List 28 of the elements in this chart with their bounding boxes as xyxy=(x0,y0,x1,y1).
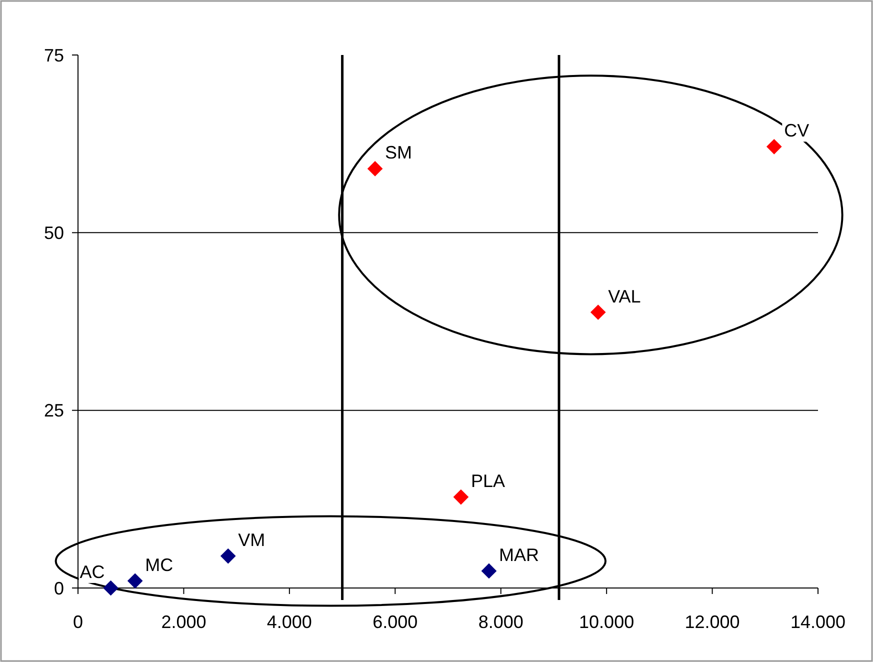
x-tick-label: 0 xyxy=(72,612,84,632)
annotation: SM xyxy=(385,142,412,163)
annotation: PLA xyxy=(470,471,505,492)
annotation: VAL xyxy=(608,286,641,306)
point xyxy=(220,548,236,564)
y-tick-label: 50 xyxy=(44,222,64,243)
x-tick-label: 4.000 xyxy=(266,612,312,632)
point xyxy=(766,139,782,154)
point xyxy=(367,161,383,176)
annotation: MAR xyxy=(498,544,539,565)
point xyxy=(127,573,143,589)
point xyxy=(481,563,497,579)
annotation: VM xyxy=(238,530,266,550)
x-tick-label: 6.000 xyxy=(372,612,418,632)
x-tick-label: 2.000 xyxy=(161,612,206,632)
x-tick-label: 8.000 xyxy=(478,612,524,632)
point xyxy=(103,580,118,596)
y-tick-label: 75 xyxy=(44,45,64,66)
point xyxy=(590,304,606,320)
annotation: MC xyxy=(145,554,174,575)
annotation: AC xyxy=(80,562,105,582)
x-tick-label: 14.000 xyxy=(790,612,846,632)
x-tick-label: 12.000 xyxy=(684,612,740,632)
point xyxy=(453,489,469,505)
y-tick-label: 25 xyxy=(44,400,64,421)
annotation: CV xyxy=(784,120,810,141)
y-tick-label: 0 xyxy=(54,578,64,598)
x-tick-label: 10.000 xyxy=(579,612,634,632)
